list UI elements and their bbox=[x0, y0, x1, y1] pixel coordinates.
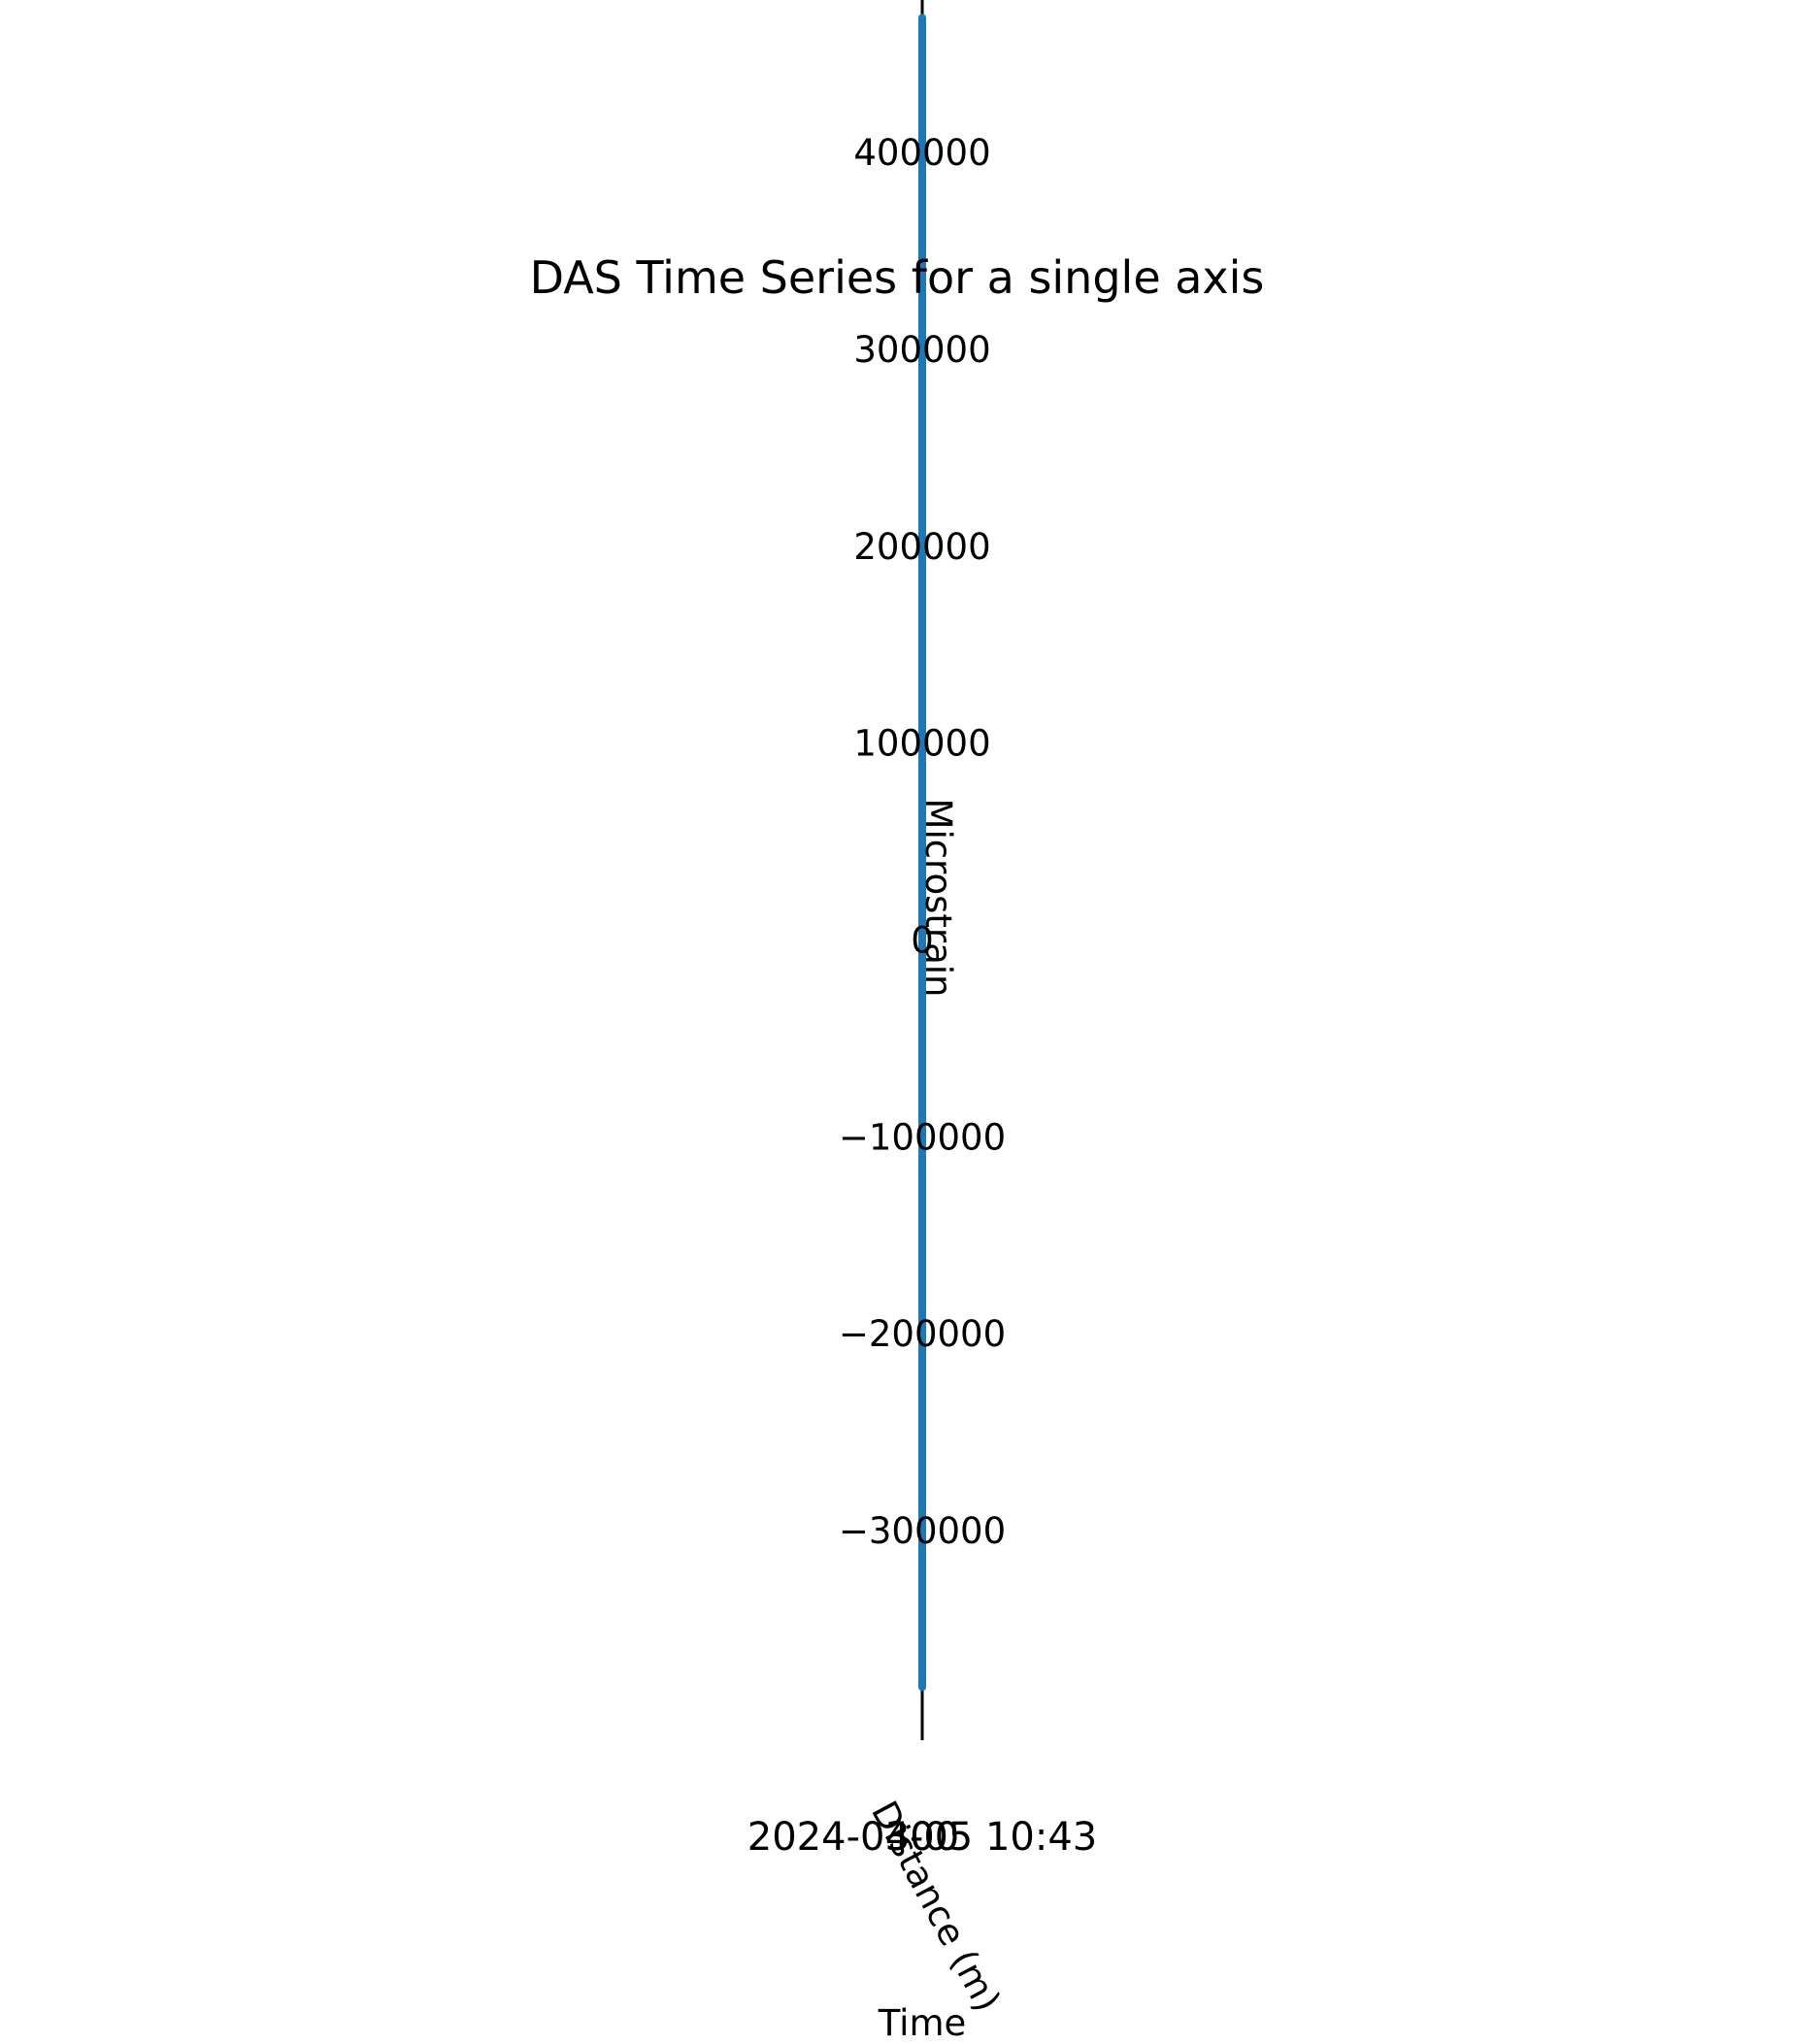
y-tick-label: 100000 bbox=[853, 723, 990, 765]
y-tick-label: −300000 bbox=[839, 1510, 1006, 1552]
y-tick-label: −200000 bbox=[839, 1313, 1006, 1355]
y-tick-label: 200000 bbox=[853, 526, 990, 568]
x-tick-label: 2024-03-05 10:43 bbox=[748, 1815, 1097, 1860]
x-tick-label: 300 bbox=[885, 1815, 959, 1860]
x-axis-label: Time bbox=[878, 2002, 967, 2044]
chart-title: DAS Time Series for a single axis bbox=[530, 251, 1265, 304]
y-tick-labels: 400000 300000 200000 100000 0 −100000 −200000 −… bbox=[839, 132, 1006, 1552]
y-tick-label: 400000 bbox=[853, 132, 990, 174]
y-axis-label: Microstrain bbox=[917, 799, 959, 998]
x-tick-label: 400 bbox=[885, 1815, 959, 1860]
y-tick-label: 300000 bbox=[853, 329, 990, 371]
y-tick-label: −100000 bbox=[839, 1116, 1006, 1158]
y-tick-label: 0 bbox=[911, 919, 934, 961]
